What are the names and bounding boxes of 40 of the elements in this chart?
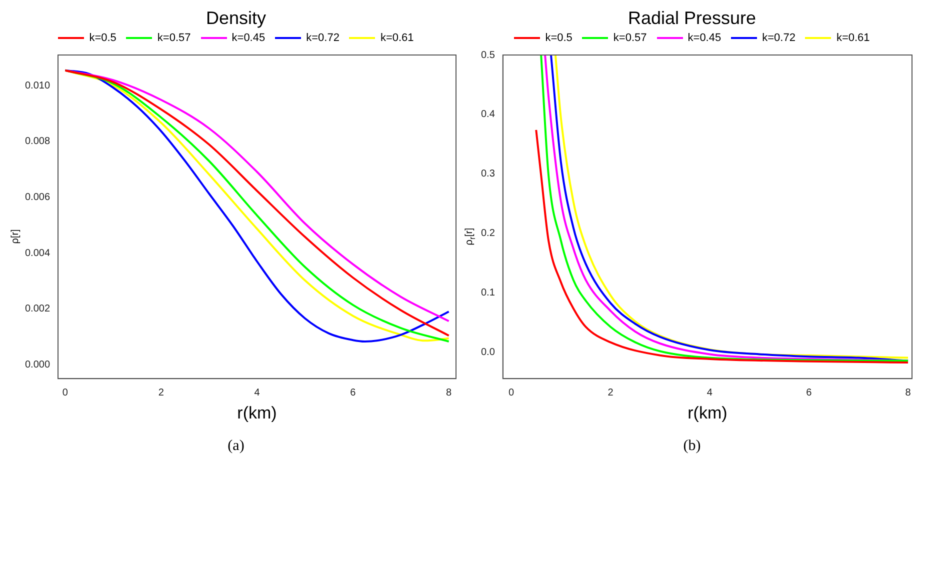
y-tick-label: 0.4 [480, 109, 496, 120]
text: (b) [682, 438, 702, 455]
x-tick-label: 6 [806, 387, 812, 398]
x-tick-label: 2 [608, 387, 614, 398]
legend-label: k=0.45 [688, 32, 722, 44]
text: (a) [226, 438, 246, 455]
y-tick-label: 0.004 [24, 248, 50, 259]
legend-label: k=0.5 [89, 32, 116, 44]
y-tick-label: 0.3 [480, 168, 496, 180]
legend-label: k=0.61 [836, 32, 870, 44]
y-tick-label: 0.002 [24, 304, 50, 315]
x-tick-label: 0 [508, 387, 515, 398]
x-tick-label: 2 [158, 387, 164, 398]
line-series [535, 128, 910, 364]
y-tick-label: 0.010 [24, 80, 50, 92]
y-tick-label: 0.006 [24, 192, 50, 204]
x-tick-label: 4 [254, 387, 260, 398]
x-tick-label: 8 [446, 387, 452, 398]
y-tick-label: 0.1 [480, 288, 496, 299]
x-tick-label: 0 [62, 387, 68, 398]
legend-label: k=0.72 [762, 32, 796, 44]
x-tick-label: 8 [905, 387, 912, 398]
chart-title: Density [204, 8, 268, 30]
x-tick-label: 6 [350, 387, 356, 398]
y-tick-label: 0.000 [24, 359, 50, 370]
legend-label: k=0.45 [232, 32, 266, 44]
y-tick-label: 0.0 [480, 347, 496, 358]
legend-label: k=0.57 [157, 32, 191, 44]
legend-label: k=0.5 [545, 32, 572, 44]
chart-title: Radial Pressure [626, 8, 758, 30]
legend-label: k=0.61 [380, 32, 414, 44]
legend-label: k=0.57 [613, 32, 647, 44]
x-axis-title: r(km) [237, 403, 277, 422]
x-tick-label: 4 [706, 387, 713, 398]
legend-label: k=0.72 [306, 32, 340, 44]
x-axis-title: r(km) [688, 403, 728, 422]
y-tick-label: 0.5 [480, 50, 496, 61]
y-tick-label: 0.2 [480, 228, 496, 240]
y-axis-title: ρ[r] [10, 228, 21, 244]
y-tick-label: 0.008 [24, 136, 50, 148]
